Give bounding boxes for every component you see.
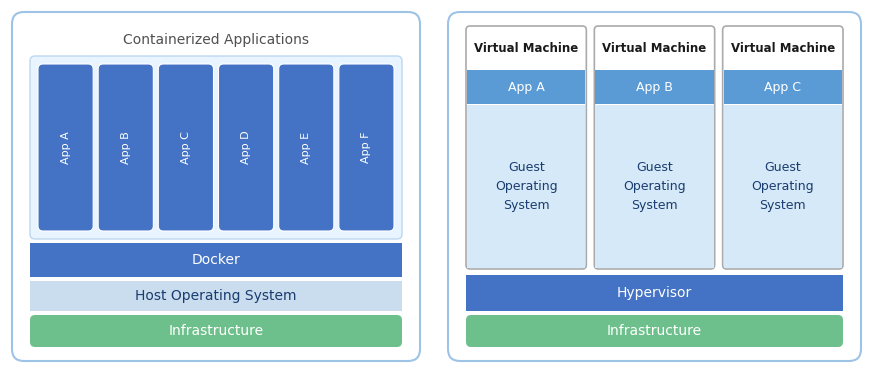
Text: App F: App F — [361, 132, 371, 163]
Text: Infrastructure: Infrastructure — [168, 324, 264, 338]
Bar — [724, 105, 842, 268]
Text: App A: App A — [60, 131, 71, 164]
Bar — [595, 70, 713, 104]
Text: App B: App B — [636, 81, 673, 94]
FancyBboxPatch shape — [98, 64, 154, 231]
Text: Guest
Operating
System: Guest Operating System — [495, 161, 558, 212]
FancyBboxPatch shape — [30, 315, 402, 347]
Text: App A: App A — [508, 81, 545, 94]
Bar — [467, 105, 585, 268]
Bar — [30, 281, 402, 311]
Text: Host Operating System: Host Operating System — [135, 289, 297, 303]
Text: App C: App C — [181, 131, 191, 164]
Text: Docker: Docker — [192, 253, 240, 267]
Text: Guest
Operating
System: Guest Operating System — [623, 161, 686, 212]
FancyBboxPatch shape — [723, 26, 843, 269]
FancyBboxPatch shape — [448, 12, 861, 361]
FancyBboxPatch shape — [12, 12, 420, 361]
Text: Guest
Operating
System: Guest Operating System — [752, 161, 815, 212]
Text: Hypervisor: Hypervisor — [617, 286, 692, 300]
FancyBboxPatch shape — [30, 56, 402, 239]
FancyBboxPatch shape — [595, 26, 715, 269]
Text: Virtual Machine: Virtual Machine — [474, 41, 578, 54]
FancyBboxPatch shape — [158, 64, 214, 231]
Text: App D: App D — [241, 131, 251, 164]
Text: Infrastructure: Infrastructure — [607, 324, 702, 338]
Text: App B: App B — [120, 131, 131, 164]
Bar — [467, 70, 585, 104]
Bar — [595, 105, 713, 268]
FancyBboxPatch shape — [466, 26, 587, 269]
FancyBboxPatch shape — [278, 64, 333, 231]
Text: App C: App C — [765, 81, 801, 94]
Bar — [466, 275, 843, 311]
Text: Containerized Applications: Containerized Applications — [123, 33, 309, 47]
Bar — [30, 243, 402, 277]
Bar — [724, 70, 842, 104]
FancyBboxPatch shape — [466, 315, 843, 347]
FancyBboxPatch shape — [218, 64, 273, 231]
FancyBboxPatch shape — [339, 64, 394, 231]
Text: Virtual Machine: Virtual Machine — [602, 41, 706, 54]
Text: Virtual Machine: Virtual Machine — [731, 41, 835, 54]
Text: App E: App E — [301, 131, 312, 164]
FancyBboxPatch shape — [38, 64, 93, 231]
